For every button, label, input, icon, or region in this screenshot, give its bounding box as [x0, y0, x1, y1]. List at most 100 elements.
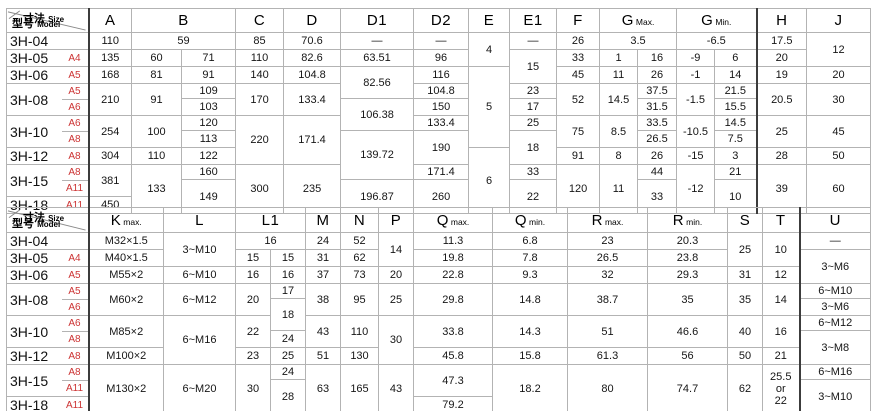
- cell-K: M85×2: [87, 315, 164, 348]
- cell-J: 20: [806, 66, 872, 84]
- table-row: 3H-04 M32×1.5 3~M10 16 24 52 14 11.3 6.8…: [6, 232, 871, 267]
- diagonal-line: [7, 209, 86, 231]
- cell-K: M32×1.5: [87, 232, 164, 250]
- cell-T: 25.5 or 22: [762, 364, 800, 411]
- col-header-J: J: [806, 8, 872, 33]
- cell-Qmin: 6.8: [492, 232, 568, 250]
- col-header-T: T: [762, 207, 800, 233]
- cell-B2: 91: [180, 66, 237, 84]
- col-header-N: N: [340, 207, 379, 233]
- cell-Rmax: 51: [567, 315, 648, 348]
- cell-B2: 113: [180, 130, 237, 148]
- cell-Gmax2: 44: [637, 164, 678, 180]
- cell-L1b: 15: [270, 249, 306, 267]
- variant-label: A8: [68, 350, 81, 362]
- model-name: 3H-18: [10, 397, 49, 411]
- cell-U: 6~M10: [798, 283, 871, 299]
- variant-label: A8: [68, 150, 81, 162]
- model-name: 3H-04: [10, 233, 49, 249]
- variant-label: A8: [68, 334, 81, 345]
- cell-L1b: 24: [270, 364, 306, 380]
- cell-L: 6~M12: [163, 283, 236, 316]
- cell-K: M40×1.5: [87, 249, 164, 267]
- cell-E: 5: [468, 66, 511, 148]
- cell-Rmin: 56: [647, 347, 728, 365]
- cell-J: 45: [806, 115, 872, 148]
- cell-F: 52: [556, 83, 601, 116]
- model-cell: 3H-04: [6, 232, 89, 250]
- cell-L1a: 16: [235, 266, 271, 284]
- model-cell: 3H-10 A6 A8: [6, 315, 89, 348]
- cell-N: 165: [340, 364, 379, 411]
- variant-label: A6: [61, 117, 88, 132]
- cell-H: 17.5: [755, 32, 808, 50]
- table-row: 3H-06 A5 M55×2 6~M10 16 16 37 73 20 22.8 …: [6, 266, 871, 284]
- cell-E1: 17: [509, 98, 558, 116]
- cell-Gmin2: 7.5: [714, 130, 758, 148]
- cell-D: 70.6: [283, 32, 342, 50]
- table-row: 3H-04 110 59 85 70.6 — — 4 — 26 3.5 -6.5…: [6, 32, 872, 67]
- cell-N: 110: [340, 315, 379, 348]
- cell-C: 220: [235, 115, 285, 165]
- cell-L1b: 16: [270, 266, 306, 284]
- col-header-P: P: [378, 207, 414, 233]
- cell-U: 6~M16: [798, 364, 871, 380]
- cell-C: 85: [235, 32, 285, 50]
- cell-M: 51: [305, 347, 341, 365]
- cell-A: 381: [87, 164, 132, 197]
- cell-D: 171.4: [283, 115, 342, 165]
- cell-H: 19: [755, 66, 808, 84]
- cell-Gmax1: 14.5: [599, 83, 639, 116]
- cell-P: 25: [378, 283, 414, 316]
- cell-E: 4: [468, 32, 511, 67]
- cell-U: —: [798, 232, 871, 250]
- cell-L1a: 15: [235, 249, 271, 267]
- col-header-A: A: [87, 8, 132, 33]
- cell-M: 24: [305, 232, 341, 250]
- model-name: 3H-05: [10, 250, 49, 266]
- cell-S: 31: [727, 266, 763, 284]
- cell-D: 82.6: [283, 49, 342, 67]
- model-cell: 3H-06 A5: [6, 66, 89, 84]
- col-header-H: H: [755, 8, 808, 33]
- col-header-Gmax: G Max.: [599, 8, 678, 33]
- cell-D1: —: [340, 32, 415, 50]
- col-header-B: B: [130, 8, 237, 33]
- cell-Gmax2: 26: [637, 147, 678, 165]
- cell-Gmin2: 3: [714, 147, 758, 165]
- cell-A: 135: [87, 49, 132, 67]
- cell-M: 43: [305, 315, 341, 348]
- col-header-C: C: [235, 8, 285, 33]
- cell-E1: 15: [509, 49, 558, 84]
- cell-H: 28: [755, 147, 808, 165]
- cell-Gmin1: -15: [676, 147, 716, 165]
- cell-N: 73: [340, 266, 379, 284]
- cell-K: M55×2: [87, 266, 164, 284]
- variant-label: A8: [61, 366, 88, 381]
- cell-T: 10: [762, 232, 800, 267]
- cell-E1: 25: [509, 115, 558, 131]
- cell-D2: 150: [413, 98, 470, 116]
- cell-K: M100×2: [87, 347, 164, 365]
- cell-U: 3~M8: [798, 330, 871, 365]
- model-name: 3H-08: [10, 91, 49, 108]
- cell-Rmax: 38.7: [567, 283, 648, 316]
- cell-D2: 104.8: [413, 83, 470, 99]
- cell-P: 14: [378, 232, 414, 267]
- table-row: 3H-12 A8 M100×2 23 25 51 130 45.8 15.8 61…: [6, 347, 871, 365]
- cell-Rmin: 20.3: [647, 232, 728, 250]
- cell-U: 6~M12: [798, 315, 871, 331]
- table-row: 3H-12 A8 304 110 122 6 91 8 26 -15 3 28 5…: [6, 147, 872, 214]
- cell-D: 104.8: [283, 66, 342, 84]
- cell-Gmax1: 8: [599, 147, 639, 165]
- cell-A: 110: [87, 32, 132, 50]
- col-header-M: M: [305, 207, 341, 233]
- model-cell: 3H-10 A6 A8: [6, 115, 89, 148]
- cell-K: M130×2: [87, 364, 164, 411]
- model-name: 3H-15: [10, 172, 49, 189]
- cell-E1: 33: [509, 164, 558, 180]
